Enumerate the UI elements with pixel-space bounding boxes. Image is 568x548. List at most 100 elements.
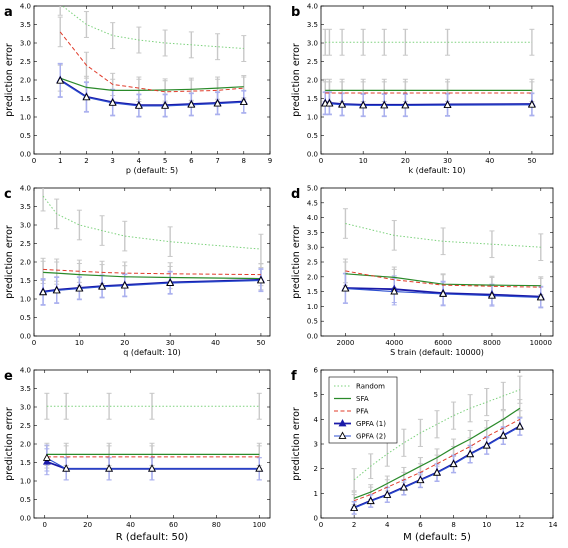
y-axis-label: prediction error [4, 43, 15, 117]
gpfa2-marker [439, 289, 448, 297]
y-tick-label: 0.5 [307, 318, 318, 326]
y-tick-label: 2 [314, 465, 318, 473]
x-tick-label: 60 [169, 521, 178, 529]
gpfa2-error-bars [44, 444, 262, 481]
x-tick-label: 0 [32, 157, 36, 165]
plot-area [42, 392, 264, 481]
plot-area [350, 375, 524, 515]
random-error-bars [40, 188, 264, 265]
x-tick-label: 20 [83, 521, 92, 529]
y-tick-label: 2.5 [20, 58, 31, 66]
y-tick-label: 1.5 [20, 277, 31, 285]
x-tick-label: 4000 [385, 339, 403, 347]
x-axis-label: M (default: 5) [403, 532, 471, 543]
y-tick-label: 2.5 [307, 259, 318, 267]
x-tick-label: 1 [58, 157, 62, 165]
y-tick-label: 3.5 [307, 21, 318, 29]
gpfa2-marker [482, 441, 491, 449]
x-tick-label: 4 [385, 521, 390, 529]
legend: Random SFA PFA GPFA (1) GPFA (2) [328, 376, 398, 444]
y-tick-label: 4.0 [20, 185, 31, 193]
axes-frame [320, 5, 554, 155]
plot-area [321, 28, 536, 118]
sfa-line [353, 407, 521, 499]
gpfa2-marker [383, 490, 392, 498]
legend-marker-gpfa1 [338, 418, 347, 427]
x-tick-label: 0 [42, 521, 46, 529]
panel-b: b 0.0 0.5 1.0 1.5 2.0 2.5 3.0 3.5 4.0 0 10 20 30 40 50 k… [291, 3, 554, 175]
x-tick-label: 0 [319, 157, 323, 165]
y-axis-label: prediction error [291, 407, 302, 481]
y-axis-label: prediction error [291, 43, 302, 117]
y-tick-label: 3.0 [307, 244, 318, 252]
x-tick-label: 5 [163, 157, 167, 165]
gpfa2-marker [187, 100, 196, 108]
x-tick-label: 8 [242, 157, 246, 165]
gpfa2-marker [433, 468, 441, 476]
gpfa2-marker [166, 278, 175, 286]
x-tick-label: 20 [401, 157, 410, 165]
panel-a: a 0.0 0.5 1.0 1.5 2.0 2.5 3.0 3.5 4.0 0 1 2 3 4 5 6 7 8 9 p … [4, 3, 272, 176]
gpfa2-marker [399, 483, 408, 491]
y-tick-label: 4 [314, 416, 319, 424]
y-axis-label: prediction error [4, 407, 15, 481]
y-tick-label: 0.5 [20, 314, 31, 322]
x-tick-label: 0 [319, 521, 323, 529]
x-tick-label: 3 [110, 157, 114, 165]
gpfa2-marker [161, 101, 170, 109]
legend-marker-gpfa2 [338, 431, 347, 439]
y-tick-label: 1.0 [20, 478, 31, 486]
gpfa2-marker [401, 100, 410, 109]
gpfa2-marker [108, 98, 117, 106]
plot-area [56, 6, 248, 118]
gpfa2-marker [255, 464, 264, 472]
gpfa2-marker [148, 464, 156, 472]
gpfa2-marker [536, 292, 545, 301]
gpfa2-marker [380, 100, 389, 109]
x-axis-label: R (default: 50) [116, 532, 188, 543]
y-tick-label: 0.0 [20, 515, 31, 523]
x-tick-label: 20 [120, 339, 129, 347]
plot-area [341, 208, 545, 309]
y-tick-label: 0.0 [307, 333, 318, 341]
legend-label-pfa: PFA [356, 408, 369, 416]
y-tick-label: 0.0 [307, 151, 318, 159]
panel-c: c 0.0 0.5 1.0 1.5 2.0 2.5 3.0 3.5 4.0 0 10 20 30 40 50 q… [4, 185, 271, 357]
x-tick-label: 30 [443, 157, 452, 165]
x-tick-label: 100 [253, 521, 266, 529]
y-tick-label: 1.5 [20, 95, 31, 103]
sfa-line [60, 77, 244, 92]
y-tick-label: 0.5 [20, 132, 31, 140]
gpfa2-marker [42, 453, 51, 461]
gpfa2-marker [82, 92, 91, 101]
y-tick-label: 3 [314, 441, 318, 449]
gpfa1-error-bars [44, 448, 262, 481]
legend-label-gpfa1: GPFA (1) [356, 420, 386, 428]
y-tick-label: 4.5 [307, 199, 318, 207]
y-tick-label: 2.5 [20, 422, 31, 430]
y-tick-label: 5.0 [307, 185, 318, 193]
x-axis-label: S train (default: 10000) [390, 348, 484, 357]
gpfa2-marker [466, 449, 475, 458]
y-tick-label: 0 [314, 515, 318, 523]
y-tick-label: 1.5 [307, 288, 318, 296]
gpfa2-marker [213, 99, 222, 107]
x-tick-label: 9 [268, 157, 272, 165]
x-tick-label: 6000 [434, 339, 452, 347]
gpfa1-line [59, 79, 244, 107]
gpfa2-marker [134, 101, 143, 109]
x-axis-label: p (default: 5) [126, 166, 178, 175]
y-tick-label: 0.0 [20, 151, 31, 159]
y-tick-label: 1.0 [20, 296, 31, 304]
gpfa2-marker [75, 284, 84, 292]
x-tick-label: 6 [189, 157, 194, 165]
y-tick-label: 6 [314, 367, 319, 375]
x-tick-label: 8000 [483, 339, 501, 347]
gpfa2-marker [366, 496, 375, 505]
legend-label-sfa: SFA [356, 395, 369, 403]
y-tick-label: 3.5 [20, 21, 31, 29]
gpfa2-marker [515, 422, 524, 430]
panel-letter: f [291, 369, 297, 384]
y-tick-label: 4.0 [20, 367, 31, 375]
